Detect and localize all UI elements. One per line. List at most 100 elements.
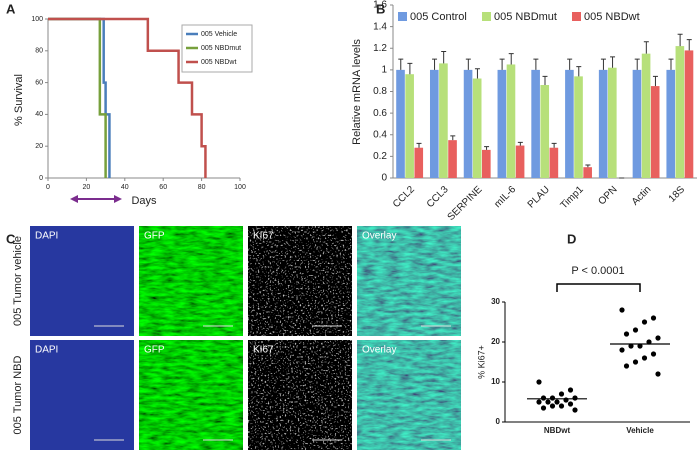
dot	[540, 395, 547, 401]
error-bar	[610, 56, 616, 68]
bar	[565, 69, 574, 178]
y-tick-label: 1.6	[373, 0, 387, 11]
y-tick-label: 80	[35, 48, 43, 55]
dot	[567, 401, 574, 407]
x-tick-label: 80	[198, 184, 206, 191]
dot	[549, 395, 556, 401]
error-bar	[600, 58, 606, 70]
y-tick-label: 60	[35, 79, 43, 86]
x-tick-label: OPN	[596, 184, 619, 207]
error-bar	[686, 39, 692, 51]
micrograph	[248, 340, 352, 450]
error-bar	[585, 164, 591, 168]
y-tick-label: 0	[496, 417, 501, 426]
legend-swatch	[572, 12, 581, 21]
dot	[623, 363, 630, 369]
micrograph	[248, 226, 352, 336]
legend-label: 005 NBDmut	[201, 45, 241, 52]
y-tick-label: 1.2	[373, 43, 387, 54]
dot	[628, 343, 634, 349]
legend-label: 005 Vehicle	[201, 31, 237, 38]
bar	[666, 69, 676, 178]
image-label: KI67	[253, 345, 274, 356]
bar	[506, 64, 516, 178]
y-tick-label: 0.6	[373, 108, 387, 119]
error-bar	[416, 142, 422, 148]
error-bar	[677, 33, 683, 47]
bar	[650, 86, 660, 178]
dot	[641, 355, 648, 361]
panel-label: C	[6, 231, 16, 246]
dot	[536, 379, 542, 385]
panel-label: B	[376, 1, 385, 16]
micrograph	[30, 340, 134, 450]
y-tick-label: 20	[491, 337, 500, 346]
bar	[598, 69, 608, 178]
y-tick-label: 20	[35, 143, 43, 150]
bar	[396, 69, 405, 178]
dot	[549, 403, 556, 409]
error-bar	[652, 75, 658, 87]
micrograph	[30, 226, 134, 336]
x-tick-label: mIL-6	[492, 184, 518, 210]
dot	[641, 319, 648, 325]
x-axis-label: Days	[131, 195, 157, 207]
micrograph	[139, 340, 243, 450]
y-axis-label: Relative mRNA levels	[351, 39, 363, 145]
dot	[558, 403, 565, 409]
dot	[655, 371, 661, 377]
dot	[632, 327, 639, 333]
bar	[531, 69, 540, 178]
dot	[650, 315, 657, 321]
image-label: GFP	[144, 345, 165, 356]
row-label: 005 Tumor NBD	[12, 356, 24, 435]
legend-swatch	[398, 12, 407, 21]
x-tick-label: 20	[83, 184, 91, 191]
error-bar	[668, 58, 674, 70]
bar	[405, 74, 414, 178]
error-bar	[441, 50, 447, 64]
dot	[558, 391, 565, 397]
bar	[515, 145, 525, 178]
legend-label: 005 NBDwt	[201, 59, 236, 66]
dot	[646, 339, 652, 345]
dot	[619, 307, 625, 313]
x-tick-label: 60	[159, 184, 167, 191]
x-tick-label: Vehicle	[626, 426, 654, 435]
bar	[463, 69, 473, 178]
dot	[572, 395, 578, 401]
y-tick-label: 0.4	[373, 129, 387, 140]
micrograph	[139, 226, 243, 336]
dot	[632, 359, 639, 365]
row-label: 005 Tumor vehicle	[12, 236, 24, 326]
error-bar	[542, 75, 548, 86]
bar	[675, 46, 685, 179]
bar	[472, 78, 482, 178]
dot	[540, 405, 547, 411]
x-tick-label: CCL2	[391, 184, 417, 210]
error-bar	[465, 58, 471, 70]
y-tick-label: 1	[381, 65, 387, 76]
y-tick-label: 40	[35, 111, 43, 118]
y-tick-label: 0	[381, 173, 387, 184]
y-tick-label: 100	[31, 16, 43, 23]
dot	[563, 397, 569, 403]
panel-label: D	[567, 231, 576, 246]
bar	[574, 76, 583, 178]
x-tick-label: 18S	[667, 184, 688, 205]
x-tick-label: 40	[121, 184, 129, 191]
image-label: KI67	[253, 231, 274, 242]
bar	[482, 149, 491, 178]
y-tick-label: 0.2	[373, 151, 387, 162]
bar	[684, 50, 694, 178]
bar	[448, 140, 457, 178]
error-bar	[643, 41, 649, 54]
legend-label: 005 NBDwt	[584, 11, 640, 23]
y-tick-label: 1.4	[373, 21, 387, 32]
bar	[641, 53, 651, 178]
y-axis-label: % Survival	[13, 74, 25, 126]
x-tick-label: Timp1	[559, 184, 586, 211]
dot	[572, 407, 578, 413]
error-bar	[551, 142, 557, 148]
x-tick-label: Actin	[630, 184, 654, 208]
